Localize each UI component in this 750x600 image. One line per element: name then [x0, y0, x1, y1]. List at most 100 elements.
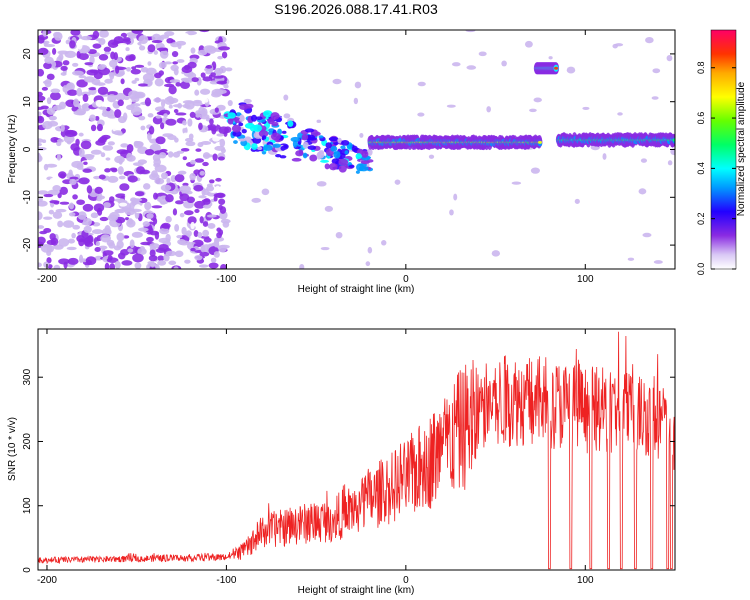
spectrogram-blob: [223, 84, 229, 89]
spectrogram-blob: [174, 137, 179, 143]
spectrogram-blob: [220, 264, 227, 269]
spectrogram-blob: [202, 221, 209, 227]
spectrogram-blob: [62, 60, 70, 66]
spectrogram-blob: [78, 132, 84, 137]
spectrogram-blob: [104, 262, 110, 269]
spectrogram-blob: [250, 114, 258, 122]
spectrogram-blob: [238, 122, 244, 127]
spectrogram-blob: [198, 195, 207, 199]
spectrogram-blob: [91, 229, 104, 235]
spectrogram-blob: [198, 264, 209, 268]
spectrogram-blob: [337, 137, 342, 144]
spectrogram-blob: [446, 104, 456, 108]
spectrogram-blob: [670, 148, 675, 156]
spectrogram-blob: [126, 67, 131, 72]
spectrogram-blob: [97, 64, 106, 70]
spectrogram-blob: [243, 103, 254, 109]
spectrogram-blob: [333, 150, 341, 159]
spectrogram-blob: [301, 133, 309, 141]
spectrogram-blob: [151, 40, 163, 44]
spectrogram-blob: [582, 106, 590, 110]
spectrogram-blob: [82, 93, 89, 103]
spectrogram-blob: [78, 177, 90, 185]
spectrogram-blob: [114, 155, 125, 164]
spectrogram-blob: [207, 223, 216, 229]
spectrogram-blob: [52, 104, 63, 111]
spectrogram-blob: [221, 51, 228, 59]
spectrogram-blob: [131, 231, 143, 238]
snr-frame: [37, 328, 676, 571]
spectrogram-blob: [46, 97, 52, 105]
spectrogram-blob: [138, 115, 146, 121]
spectrogram-blob: [299, 263, 305, 269]
spectrogram-blob: [148, 254, 158, 262]
spectrogram-blob: [194, 255, 203, 261]
spectrogram-y-axis-label: Frequency (Hz): [7, 115, 18, 184]
y-tick-label: 20: [22, 48, 33, 60]
spectrogram-blob: [160, 122, 165, 130]
spectrogram-blob: [115, 65, 120, 74]
spectrogram-blob: [146, 236, 154, 243]
spectrogram-blob: [102, 202, 111, 208]
spectrogram-blob: [38, 225, 45, 229]
spectrogram-blob: [83, 161, 88, 165]
spectrogram-blob: [283, 94, 289, 101]
spectrogram-blob: [139, 169, 150, 175]
spectrogram-blob: [168, 104, 173, 109]
spectrogram-blob: [131, 80, 137, 84]
spectrogram-blob: [449, 209, 454, 216]
spectrogram-blob: [348, 164, 355, 168]
snr-x-axis-label: Height of straight line (km): [298, 585, 415, 596]
spectrogram-blob: [39, 230, 48, 235]
spectrogram-blob: [151, 205, 163, 209]
spectrogram-blob: [314, 131, 321, 136]
spectrogram-blob: [160, 200, 167, 205]
spectrogram-blob: [53, 31, 63, 41]
spectrogram-blob: [147, 132, 152, 141]
spectrogram-blob: [76, 199, 85, 205]
spectrogram-blob: [182, 182, 189, 187]
spectrogram-blob: [100, 152, 106, 158]
spectrogram-blob: [78, 52, 89, 61]
spectrogram-blob: [190, 47, 196, 54]
spectrogram-blob: [148, 125, 155, 135]
spectrogram-blob: [340, 145, 346, 150]
spectrogram-blob: [43, 62, 52, 70]
spectrogram-blob: [46, 257, 52, 264]
spectrogram-blob: [394, 179, 401, 185]
spectrogram-blob: [165, 194, 174, 203]
spectrogram-blob: [173, 109, 179, 114]
spectrogram-blob: [318, 150, 325, 155]
spectrogram-blob: [182, 33, 189, 38]
spectrogram-blob: [182, 103, 191, 109]
spectrogram-blob: [291, 157, 302, 162]
spectrogram-blob: [94, 82, 106, 86]
spectrogram-blob: [117, 43, 128, 47]
spectrogram-blob: [537, 140, 542, 144]
spectrogram-blob: [428, 154, 435, 159]
spectrogram-blob: [38, 47, 49, 56]
spectrogram-blob: [92, 43, 102, 49]
spectrogram-blob: [159, 227, 170, 235]
spectrogram-blob: [219, 138, 226, 148]
spectrogram-blob: [165, 233, 171, 242]
spectrogram-blob: [131, 66, 137, 70]
spectrogram-blob: [60, 124, 65, 132]
spectrogram-blob: [72, 194, 78, 200]
spectrogram-blob: [50, 237, 59, 246]
spectrogram-blob: [56, 120, 69, 126]
spectrogram-blob: [190, 221, 195, 230]
spectrogram-blob: [38, 115, 45, 124]
spectrogram-blob: [159, 49, 169, 59]
spectrogram-blob: [116, 149, 129, 155]
spectrogram-blob: [305, 134, 316, 141]
spectrogram-blob: [307, 145, 317, 150]
snr-panel: -200 -100 0 100 0 100 200 300 Height of straig…: [7, 328, 676, 596]
spectrogram-blob: [109, 263, 116, 269]
spectrogram-blob: [235, 112, 242, 117]
spectrogram-blob: [140, 67, 149, 73]
spectrogram-blob: [108, 242, 116, 249]
spectrogram-blob: [114, 260, 121, 269]
spectrogram-blob: [186, 196, 196, 204]
